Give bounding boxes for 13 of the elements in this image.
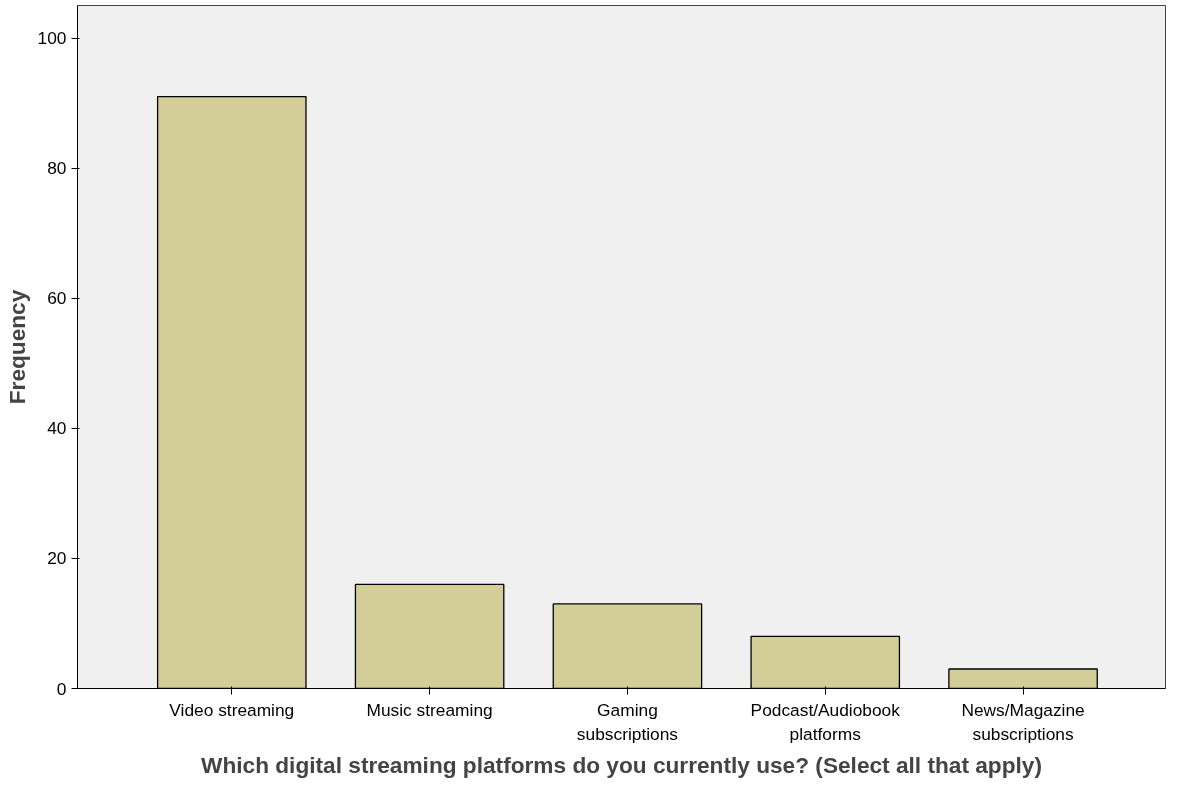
- x-tick-label: Music streaming: [366, 699, 493, 720]
- y-axis-title: Frequency: [3, 289, 30, 405]
- y-tick-label: 40: [47, 418, 67, 439]
- y-tick-label: 100: [37, 28, 67, 49]
- y-tick-label: 80: [47, 158, 67, 179]
- y-tick-label: 60: [47, 288, 67, 309]
- x-tick-label: News/Magazine subscriptions: [961, 699, 1085, 744]
- y-tick-label: 20: [47, 548, 67, 569]
- x-tick-label: Video streaming: [169, 699, 295, 720]
- y-tick-label: 0: [56, 678, 67, 699]
- x-axis-title: Which digital streaming platforms do you currently use? (Select all that apply): [201, 751, 1042, 778]
- x-tick-label: Podcast/Audiobook platforms: [750, 699, 901, 744]
- x-tick-label: Gaming subscriptions: [576, 699, 679, 744]
